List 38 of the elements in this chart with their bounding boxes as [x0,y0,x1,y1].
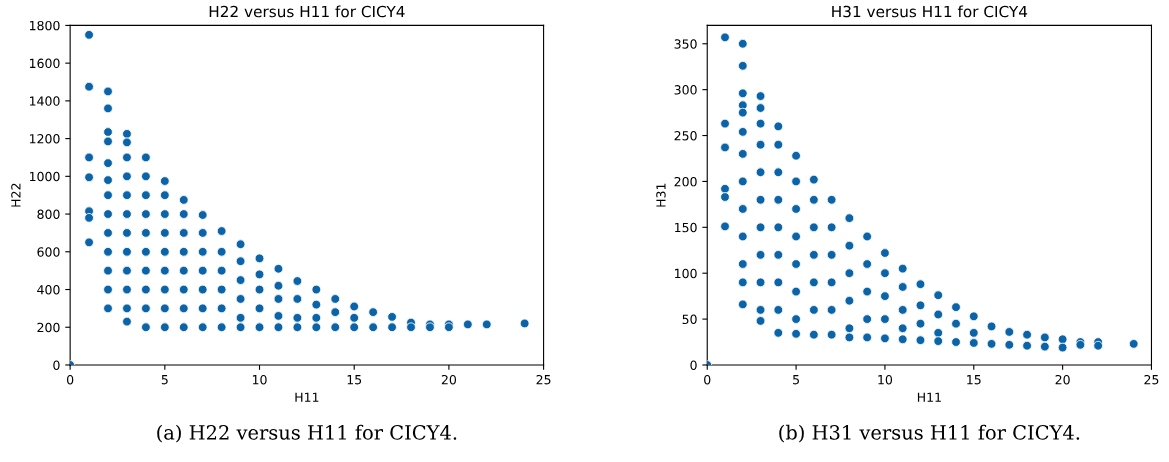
y-tick-label: 1800 [29,20,60,31]
y-tick-label: 1600 [29,58,60,69]
x-tick-label: 0 [704,374,711,385]
y-tick-label: 200 [674,176,697,187]
chart-title: H31 versus H11 for CICY4 [832,5,1028,18]
y-tick-label: 50 [682,314,697,325]
y-tick-label: 350 [674,39,697,49]
x-tick-label: 10 [252,374,267,385]
y-axis-title: H22 [11,183,21,207]
chart-title: H22 versus H11 for CICY4 [209,5,405,18]
y-tick-label: 1200 [29,134,60,144]
y-tick-label: 150 [675,222,697,233]
x-tick-label: 5 [161,375,168,385]
text: (a) H22 versus H11 for CICY4. [157,424,457,443]
text: (b) H31 versus H11 for CICY4. [779,424,1080,443]
x-tick-label: 0 [66,374,74,385]
y-tick-label: 250 [674,131,697,141]
x-tick-label: 25 [1144,374,1159,385]
x-tick-label: 15 [967,375,981,385]
x-axis-title: H11 [295,392,319,402]
x-tick-label: 25 [536,374,551,385]
x-tick-label: 10 [878,374,893,385]
y-tick-label: 1000 [29,171,60,182]
y-tick-label: 300 [674,85,697,95]
y-tick-label: 400 [37,284,60,295]
x-tick-label: 20 [1055,374,1070,385]
x-tick-label: 15 [347,375,362,385]
x-tick-label: 5 [793,375,799,385]
y-tick-label: 0 [690,360,697,370]
y-tick-label: 600 [37,247,60,257]
y-tick-label: 200 [37,322,60,333]
y-tick-label: 800 [37,209,60,219]
y-axis-title: H31 [656,183,666,207]
x-axis-title: H11 [917,392,941,402]
y-tick-label: 1400 [29,96,60,106]
x-tick-label: 20 [441,374,457,385]
y-tick-label: 0 [53,360,60,370]
y-tick-label: 100 [675,268,697,279]
